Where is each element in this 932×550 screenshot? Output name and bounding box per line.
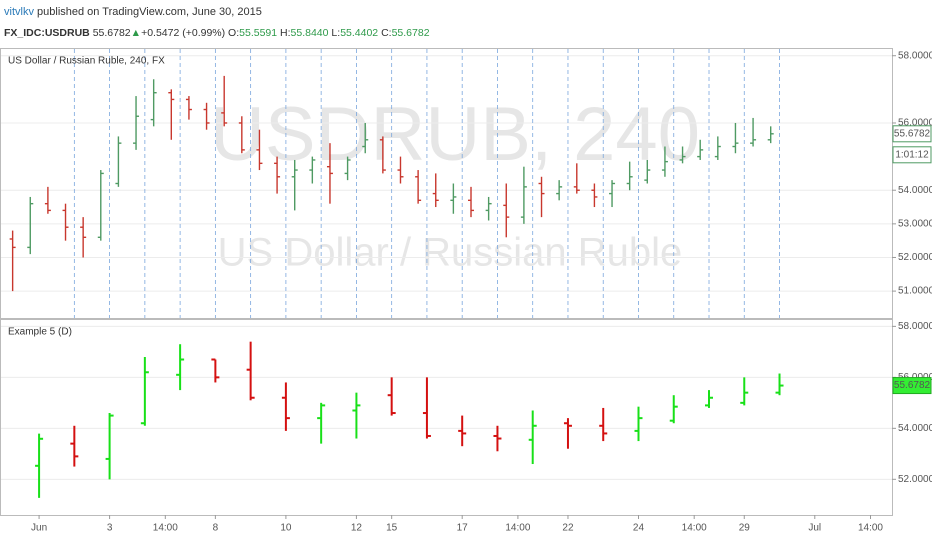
- arrow: ▲: [131, 27, 141, 39]
- symbol: FX_IDC:USDRUB: [4, 27, 90, 39]
- symbol-line: FX_IDC:USDRUB 55.6782▲+0.5472 (+0.99%) O…: [4, 27, 430, 39]
- price-marker: [892, 125, 932, 143]
- x-tick-label: Jul: [808, 523, 821, 534]
- watermark: USDRUB, 240: [210, 92, 700, 177]
- countdown-box: [892, 146, 932, 164]
- y-tick-label: 52.0000: [898, 474, 932, 485]
- y-tick-label: 58.0000: [898, 321, 932, 332]
- x-tick-label: 17: [457, 523, 469, 534]
- x-tick-label: 24: [633, 523, 645, 534]
- panel-title: US Dollar / Russian Ruble, 240, FX: [8, 56, 165, 67]
- ohlc-label: O:: [228, 27, 239, 39]
- y-tick-label: 54.0000: [898, 423, 932, 434]
- panel-title: Example 5 (D): [8, 327, 72, 338]
- x-tick-label: 15: [386, 523, 398, 534]
- y-tick-label: 54.0000: [898, 185, 932, 196]
- price-marker-label: 55.6782: [894, 128, 931, 139]
- x-tick-label: 29: [739, 523, 751, 534]
- x-tick-label: 8: [213, 523, 219, 534]
- y-tick-label: 58.0000: [898, 50, 932, 61]
- x-tick-label: Jun: [31, 523, 47, 534]
- ohlc-label: C:: [381, 27, 392, 39]
- ohlc-value: 55.5591: [239, 27, 277, 39]
- panel-frame: [0, 319, 893, 516]
- x-tick-label: 14:00: [153, 523, 178, 534]
- x-tick-label: 12: [351, 523, 363, 534]
- price-marker-label: 55.6782: [894, 380, 931, 391]
- x-tick-label: 10: [280, 523, 292, 534]
- author[interactable]: vitvlkv: [4, 6, 34, 18]
- change: +0.5472 (+0.99%): [141, 27, 225, 39]
- ohlc-label: H:: [280, 27, 291, 39]
- y-tick-label: 52.0000: [898, 252, 932, 263]
- y-tick-label: 53.0000: [898, 218, 932, 229]
- y-tick-label: 56.0000: [898, 118, 932, 129]
- y-tick-label: 51.0000: [898, 286, 932, 297]
- x-tick-label: 14:00: [858, 523, 883, 534]
- ohlc-value: 55.4402: [340, 27, 378, 39]
- header-line: vitvlkv published on TradingView.com, Ju…: [4, 6, 262, 18]
- published: published on TradingView.com, June 30, 2…: [37, 6, 262, 18]
- x-tick-label: 14:00: [682, 523, 707, 534]
- countdown: 1:01:12: [895, 149, 929, 160]
- panel-frame: [0, 48, 893, 319]
- watermark-subtitle: US Dollar / Russian Ruble: [218, 231, 683, 275]
- x-tick-label: 3: [107, 523, 113, 534]
- x-tick-label: 14:00: [505, 523, 530, 534]
- ohlc-label: L:: [331, 27, 340, 39]
- x-tick-label: 22: [562, 523, 574, 534]
- ohlc-value: 55.6782: [392, 27, 430, 39]
- price-marker: [892, 377, 932, 395]
- ohlc-value: 55.8440: [291, 27, 329, 39]
- price: 55.6782: [93, 27, 131, 39]
